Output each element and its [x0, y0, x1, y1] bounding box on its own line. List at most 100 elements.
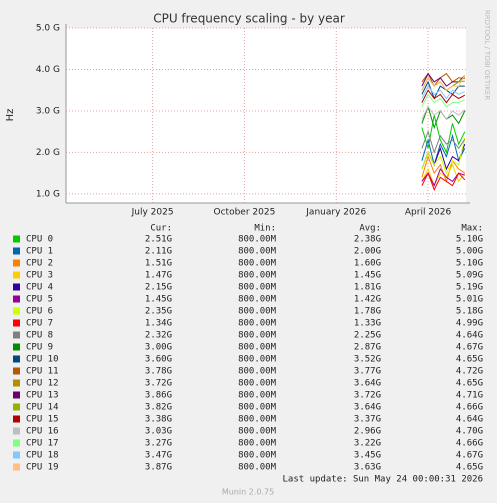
- legend-value: 800.00M: [238, 319, 277, 329]
- y-tick-label: 5.0 G: [36, 24, 60, 34]
- series-line: [421, 80, 465, 100]
- legend-value: 5.00G: [456, 247, 483, 257]
- legend-header: Max:: [461, 224, 483, 234]
- legend-value: 5.10G: [456, 235, 483, 245]
- legend-label: CPU 18: [26, 451, 59, 461]
- legend-swatch: [13, 355, 20, 363]
- series-line: [421, 85, 466, 100]
- series-line: [421, 163, 466, 187]
- legend-value: 2.38G: [354, 235, 381, 245]
- legend-label: CPU 7: [26, 319, 53, 329]
- series-line: [421, 72, 466, 87]
- legend-label: CPU 10: [26, 355, 59, 365]
- legend-label: CPU 0: [26, 235, 53, 245]
- x-tick-label: January 2026: [305, 208, 366, 218]
- legend-header: Min:: [254, 224, 276, 234]
- legend-label: CPU 15: [26, 415, 59, 425]
- legend-value: 3.45G: [354, 451, 381, 461]
- legend-value: 800.00M: [238, 451, 277, 461]
- legend-value: 800.00M: [238, 343, 277, 353]
- legend-value: 800.00M: [238, 235, 277, 245]
- legend-value: 4.99G: [456, 319, 483, 329]
- legend-value: 800.00M: [238, 463, 277, 473]
- series-line: [421, 74, 466, 91]
- legend-value: 800.00M: [238, 415, 277, 425]
- legend-value: 4.67G: [456, 451, 483, 461]
- legend-swatch: [13, 343, 20, 351]
- legend-label: CPU 2: [26, 259, 53, 269]
- legend-value: 2.11G: [145, 247, 172, 257]
- series-line: [421, 171, 466, 191]
- plot-area: [66, 28, 466, 203]
- legend-value: 3.87G: [145, 463, 172, 473]
- legend-label: CPU 1: [26, 247, 53, 257]
- legend-swatch: [13, 451, 20, 459]
- legend-value: 3.77G: [354, 367, 381, 377]
- legend-swatch: [13, 415, 20, 423]
- legend-value: 1.34G: [145, 319, 172, 329]
- legend-value: 3.22G: [354, 439, 381, 449]
- legend-label: CPU 3: [26, 271, 53, 281]
- legend-value: 5.10G: [456, 259, 483, 269]
- legend-swatch: [13, 307, 20, 315]
- x-tick-label: October 2025: [214, 208, 276, 218]
- legend-value: 3.82G: [145, 403, 172, 413]
- legend-label: CPU 13: [26, 391, 59, 401]
- legend-swatch: [13, 259, 20, 267]
- y-tick-label: 1.0 G: [36, 189, 60, 199]
- legend-label: CPU 19: [26, 463, 59, 473]
- legend-value: 2.96G: [354, 427, 381, 437]
- last-update: Last update: Sun May 24 00:00:31 2026: [283, 475, 483, 485]
- legend-value: 3.00G: [145, 343, 172, 353]
- legend-label: CPU 6: [26, 307, 53, 317]
- legend-value: 800.00M: [238, 295, 277, 305]
- legend-value: 1.78G: [354, 307, 381, 317]
- legend-label: CPU 8: [26, 331, 53, 341]
- legend-value: 2.32G: [145, 331, 172, 341]
- legend-value: 800.00M: [238, 403, 277, 413]
- legend-value: 3.37G: [354, 415, 381, 425]
- legend-swatch: [13, 391, 20, 399]
- legend-swatch: [13, 427, 20, 435]
- legend-label: CPU 12: [26, 379, 59, 389]
- legend-value: 4.65G: [456, 379, 483, 389]
- legend-value: 3.63G: [354, 463, 381, 473]
- legend-value: 1.47G: [145, 271, 172, 281]
- legend-swatch: [13, 247, 20, 255]
- series-line: [421, 137, 466, 175]
- legend-header: Cur:: [150, 224, 172, 234]
- legend-value: 3.27G: [145, 439, 172, 449]
- legend-value: 3.52G: [354, 355, 381, 365]
- y-axis-label: Hz: [5, 109, 16, 122]
- legend-value: 5.01G: [456, 295, 483, 305]
- legend-header: Avg:: [359, 224, 381, 234]
- series-line: [421, 105, 466, 121]
- legend-value: 3.03G: [145, 427, 172, 437]
- legend-value: 3.64G: [354, 379, 381, 389]
- legend-swatch: [13, 295, 20, 303]
- x-tick-label: July 2025: [131, 208, 174, 218]
- side-text: RRDTOOL / TOBI OETIKER: [483, 10, 491, 100]
- legend-value: 800.00M: [238, 307, 277, 317]
- legend-value: 800.00M: [238, 367, 277, 377]
- legend-swatch: [13, 379, 20, 387]
- legend-value: 1.81G: [354, 283, 381, 293]
- legend-value: 800.00M: [238, 355, 277, 365]
- legend-value: 2.87G: [354, 343, 381, 353]
- legend-value: 800.00M: [238, 331, 277, 341]
- chart-title: CPU frequency scaling - by year: [153, 12, 345, 26]
- legend-label: CPU 4: [26, 283, 53, 293]
- legend-label: CPU 9: [26, 343, 53, 353]
- legend-value: 1.42G: [354, 295, 381, 305]
- footer: Munin 2.0.75: [222, 488, 274, 497]
- series-line: [421, 133, 466, 167]
- series-line: [421, 130, 466, 154]
- legend-swatch: [13, 235, 20, 243]
- legend-swatch: [13, 271, 20, 279]
- legend-value: 2.25G: [354, 331, 381, 341]
- legend-value: 3.72G: [145, 379, 172, 389]
- legend-value: 2.00G: [354, 247, 381, 257]
- y-tick-label: 2.0 G: [36, 148, 60, 158]
- legend-value: 800.00M: [238, 247, 277, 257]
